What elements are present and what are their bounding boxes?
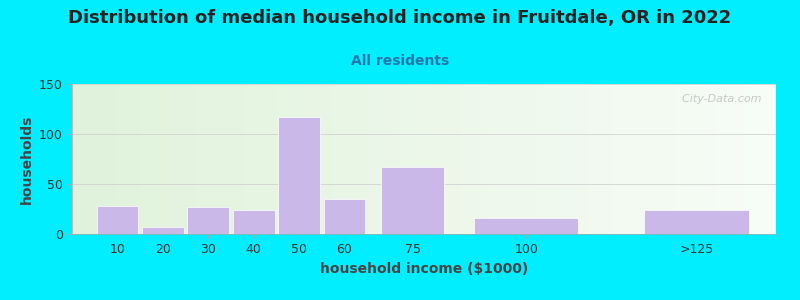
Bar [278,117,320,234]
Bar [97,206,138,234]
Bar [187,207,229,234]
Bar [644,210,749,234]
Bar [324,199,366,234]
Bar [474,218,578,234]
Text: City-Data.com: City-Data.com [675,94,762,104]
Bar [142,227,184,234]
Bar [233,210,274,234]
Text: All residents: All residents [351,54,449,68]
Text: Distribution of median household income in Fruitdale, OR in 2022: Distribution of median household income … [68,9,732,27]
X-axis label: household income ($1000): household income ($1000) [320,262,528,276]
Bar [382,167,444,234]
Y-axis label: households: households [19,114,34,204]
